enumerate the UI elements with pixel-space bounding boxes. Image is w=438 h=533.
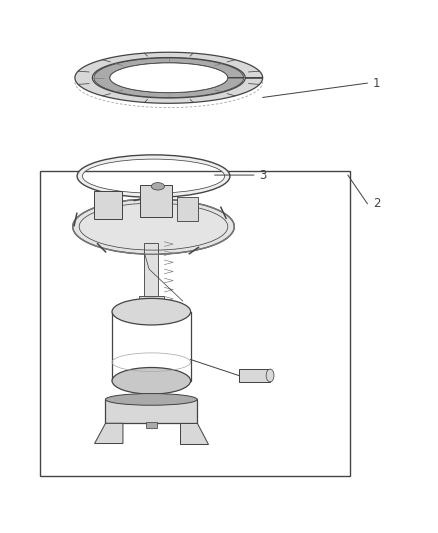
Polygon shape [95,423,123,443]
Ellipse shape [110,63,228,93]
FancyBboxPatch shape [140,185,172,216]
Polygon shape [77,155,230,197]
Ellipse shape [73,199,234,254]
Polygon shape [94,58,244,98]
Bar [112,312,191,381]
Ellipse shape [151,183,164,190]
Text: 1: 1 [373,77,381,90]
Text: 2: 2 [373,197,381,211]
Ellipse shape [106,393,197,405]
Bar [239,369,270,382]
FancyBboxPatch shape [139,296,164,312]
Text: 3: 3 [260,168,267,182]
Bar [146,422,156,427]
Bar [145,243,158,312]
FancyBboxPatch shape [94,191,122,220]
Bar [40,171,350,477]
Ellipse shape [266,369,274,382]
Polygon shape [75,52,263,103]
Ellipse shape [112,368,191,394]
Ellipse shape [112,298,191,325]
Polygon shape [180,423,208,443]
FancyBboxPatch shape [177,197,198,221]
Bar [106,399,197,423]
